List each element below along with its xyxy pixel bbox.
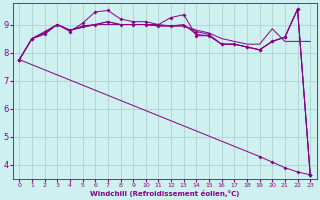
X-axis label: Windchill (Refroidissement éolien,°C): Windchill (Refroidissement éolien,°C) <box>90 190 239 197</box>
